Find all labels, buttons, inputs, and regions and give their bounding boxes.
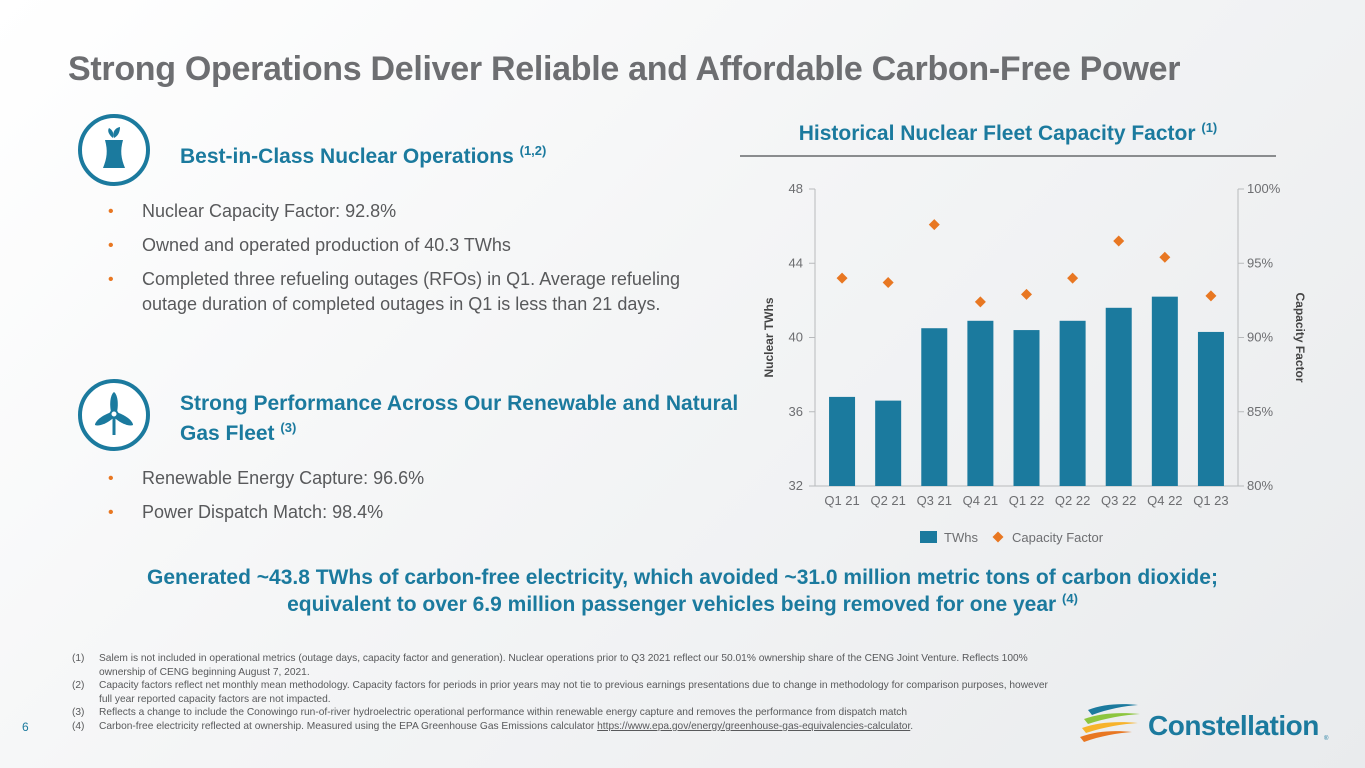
list-item: Nuclear Capacity Factor: 92.8% (108, 199, 702, 224)
footnote: (2) Capacity factors reflect net monthly … (72, 680, 1048, 705)
y2-tick-label: 100% (1247, 181, 1281, 196)
legend-swatch-twhs (920, 531, 937, 543)
footnote: (3) Reflects a change to include the Cono… (72, 707, 908, 719)
nuclear-heading: Best-in-Class Nuclear Operations (1,2) (180, 143, 547, 168)
y2-tick-label: 85% (1247, 404, 1273, 419)
list-item: Owned and operated production of 40.3 TW… (108, 233, 702, 258)
page-title: Strong Operations Deliver Reliable and A… (68, 50, 1181, 88)
footnote: (4) Carbon-free electricity reflected at… (72, 720, 914, 732)
list-item: Renewable Energy Capture: 96.6% (108, 466, 702, 491)
point-capacity-factor (882, 277, 894, 289)
list-item: Power Dispatch Match: 98.4% (108, 500, 702, 525)
bar-twhs (1197, 331, 1224, 486)
point-capacity-factor (1159, 251, 1171, 263)
point-capacity-factor (1067, 272, 1079, 284)
point-capacity-factor (928, 219, 940, 231)
bar-twhs (1105, 307, 1132, 486)
footnote: (1) Salem is not included in operational … (72, 653, 1028, 678)
epa-calculator-link[interactable]: https://www.epa.gov/energy/greenhouse-ga… (597, 720, 911, 732)
nuclear-bullet-list: Nuclear Capacity Factor: 92.8% Owned and… (108, 199, 702, 326)
x-tick-label: Q4 21 (963, 493, 998, 508)
renewable-heading: Strong Performance Across Our Renewable … (180, 392, 739, 445)
y2-tick-label: 90% (1247, 330, 1273, 345)
nuclear-plant-icon (78, 114, 150, 186)
bar-twhs (1151, 296, 1178, 486)
y2-tick-label: 95% (1247, 255, 1273, 270)
capacity-factor-chart: 32 36 40 44 48 80% 85% 90% 95% 100% Nuclear TWhs Ca… (762, 181, 1307, 545)
wind-turbine-icon (78, 379, 150, 451)
x-tick-label: Q1 23 (1193, 493, 1228, 508)
chart-title: Historical Nuclear Fleet Capacity Factor… (798, 120, 1218, 145)
bar-twhs (1013, 330, 1040, 486)
y-tick-label: 44 (789, 255, 803, 270)
point-capacity-factor (1113, 235, 1125, 247)
y-tick-label: 40 (789, 330, 803, 345)
renewable-bullet-list: Renewable Energy Capture: 96.6% Power Di… (108, 466, 702, 534)
point-capacity-factor (836, 272, 848, 284)
bar-twhs (875, 400, 902, 486)
point-capacity-factor (1205, 290, 1217, 302)
y-tick-label: 32 (789, 478, 803, 493)
summary-statement: Generated ~43.8 TWhs of carbon-free elec… (147, 566, 1218, 616)
page-number: 6 (22, 720, 29, 734)
bar-twhs (967, 320, 994, 486)
legend-label-twhs: TWhs (944, 530, 978, 545)
x-tick-label: Q2 21 (870, 493, 905, 508)
constellation-swoosh-logo (1080, 704, 1140, 742)
x-tick-label: Q3 21 (917, 493, 952, 508)
bar-twhs (921, 328, 948, 486)
registered-mark: ® (1324, 736, 1329, 742)
bar-twhs (829, 396, 856, 486)
y2-axis-title: Capacity Factor (1293, 292, 1307, 382)
y-axis-title: Nuclear TWhs (762, 297, 776, 377)
x-tick-label: Q3 22 (1101, 493, 1136, 508)
chart-title-divider (740, 155, 1276, 157)
logo-wordmark: Constellation (1148, 710, 1319, 741)
point-capacity-factor (1021, 288, 1032, 300)
legend-label-capacity-factor: Capacity Factor (1012, 530, 1104, 545)
y2-tick-label: 80% (1247, 478, 1273, 493)
x-tick-label: Q4 22 (1147, 493, 1182, 508)
constellation-logo: Constellation ® (1080, 700, 1330, 746)
x-tick-label: Q1 22 (1009, 493, 1044, 508)
y-tick-label: 36 (789, 404, 803, 419)
footnotes: (1) Salem is not included in operational … (72, 652, 1062, 734)
x-tick-label: Q1 21 (824, 493, 859, 508)
bar-twhs (1059, 320, 1086, 486)
point-capacity-factor (974, 296, 986, 308)
legend-swatch-capacity-factor (992, 531, 1004, 543)
list-item: Completed three refueling outages (RFOs)… (108, 267, 702, 317)
x-tick-label: Q2 22 (1055, 493, 1090, 508)
y-tick-label: 48 (789, 181, 803, 196)
